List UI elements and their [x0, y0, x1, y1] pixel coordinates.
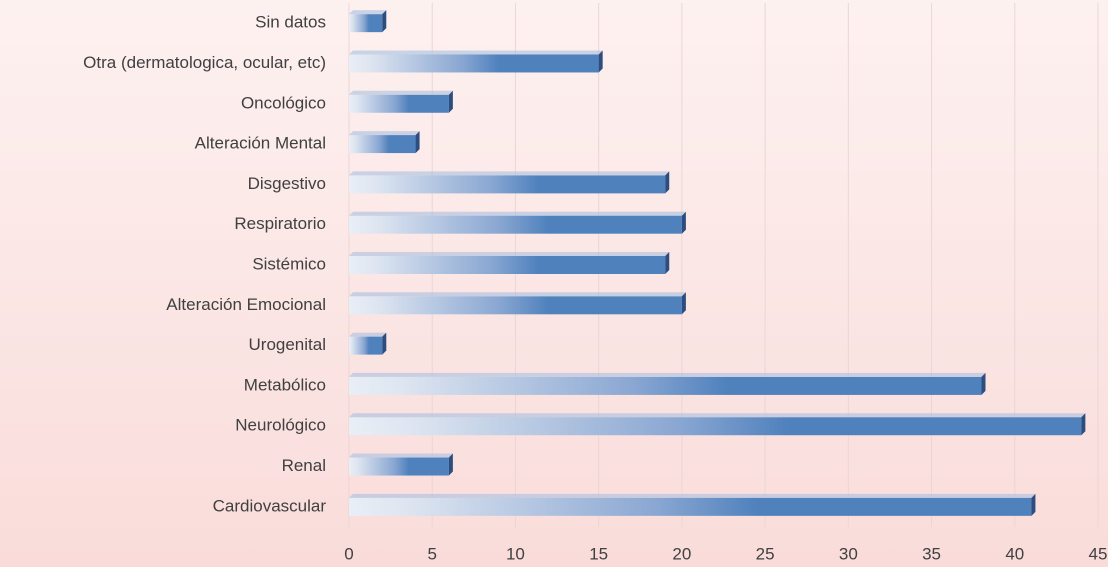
- bar-side: [448, 453, 453, 476]
- y-tick-label: Sistémico: [252, 254, 326, 273]
- bar-top: [349, 372, 986, 377]
- bar: [349, 211, 686, 234]
- y-tick-label: Cardiovascular: [213, 496, 327, 515]
- x-tick-label: 15: [589, 544, 608, 563]
- bar-top: [349, 252, 670, 256]
- bar: [349, 10, 387, 33]
- bar: [349, 171, 670, 194]
- bar-face: [349, 336, 383, 355]
- bar-side: [681, 292, 686, 315]
- y-tick-label: Alteración Mental: [195, 134, 326, 153]
- bar-side: [448, 90, 453, 113]
- y-tick-label: Sin datos: [255, 13, 326, 32]
- bar-side: [665, 171, 670, 194]
- bar: [349, 131, 420, 154]
- bar-face: [349, 256, 666, 274]
- bar-top: [349, 10, 387, 15]
- bar-face: [349, 14, 383, 33]
- bar-side: [665, 252, 670, 274]
- bar: [349, 292, 686, 315]
- bar-side: [382, 332, 387, 355]
- bar-top: [349, 453, 453, 458]
- bar: [349, 90, 453, 113]
- bar: [349, 332, 387, 355]
- bar-face: [349, 376, 982, 395]
- bar-top: [349, 171, 670, 176]
- bar-side: [415, 131, 420, 154]
- x-tick-label: 40: [1005, 544, 1024, 563]
- bar-face: [349, 457, 449, 476]
- x-tick-label: 10: [506, 544, 525, 563]
- y-tick-label: Disgestivo: [248, 174, 326, 193]
- bar-side: [598, 50, 603, 73]
- y-tick-label: Neurológico: [235, 416, 326, 435]
- bar: [349, 252, 670, 274]
- y-tick-label: Metabólico: [244, 375, 326, 394]
- bar-face: [349, 175, 666, 194]
- bar-face: [349, 417, 1082, 436]
- y-tick-label: Oncológico: [241, 93, 326, 112]
- bar-top: [349, 413, 1086, 418]
- bar-face: [349, 497, 1032, 516]
- x-tick-label: 20: [672, 544, 691, 563]
- bar: [349, 372, 986, 395]
- bar-top: [349, 131, 420, 136]
- x-tick-label: 5: [427, 544, 436, 563]
- bar-side: [1081, 413, 1086, 436]
- x-tick-label: 0: [344, 544, 353, 563]
- bar-top: [349, 332, 387, 337]
- y-tick-label: Urogenital: [249, 335, 327, 354]
- y-tick-label: Alteración Emocional: [166, 295, 326, 314]
- bar-side: [681, 211, 686, 234]
- bar-side: [1031, 493, 1036, 516]
- bar-side: [981, 372, 986, 395]
- bar: [349, 453, 453, 476]
- bar: [349, 493, 1036, 516]
- bar-top: [349, 50, 603, 55]
- x-tick-label: 45: [1089, 544, 1108, 563]
- bar-side: [382, 10, 387, 33]
- bar-top: [349, 211, 686, 216]
- bar-face: [349, 296, 682, 315]
- x-tick-label: 35: [922, 544, 941, 563]
- y-tick-label: Respiratorio: [234, 214, 326, 233]
- x-tick-label: 25: [756, 544, 775, 563]
- bar: [349, 50, 603, 73]
- y-tick-label: Otra (dermatologica, ocular, etc): [83, 53, 326, 72]
- bar-top: [349, 493, 1036, 498]
- bar-top: [349, 292, 686, 297]
- bar-face: [349, 54, 599, 73]
- y-tick-label: Renal: [282, 456, 326, 475]
- bar-face: [349, 215, 682, 234]
- bar-face: [349, 94, 449, 113]
- bar: [349, 413, 1086, 436]
- bar-top: [349, 90, 453, 95]
- x-tick-label: 30: [839, 544, 858, 563]
- bar-face: [349, 135, 416, 154]
